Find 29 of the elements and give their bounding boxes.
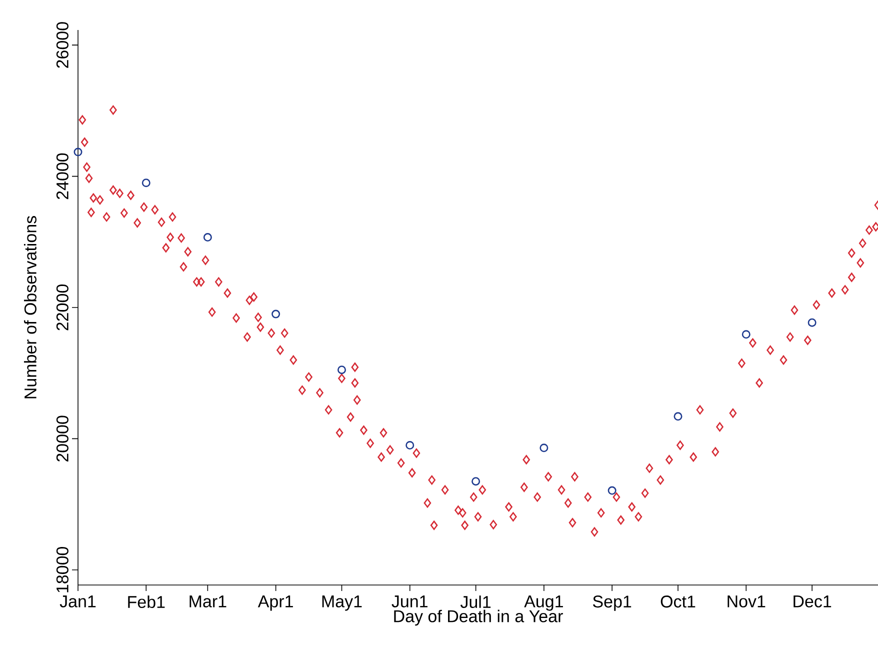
- x-tick-label: Sep1: [592, 596, 632, 611]
- x-tick-label: Jun1: [392, 596, 428, 608]
- point: [406, 441, 414, 450]
- y-tick-label: 22000: [56, 284, 68, 330]
- point: [808, 318, 816, 327]
- y-tick-label: 18000: [56, 546, 68, 592]
- y-axis-title: Number of Observations: [24, 216, 36, 398]
- x-tick-label: May1: [322, 596, 362, 611]
- point: [608, 486, 616, 495]
- x-tick-label: Aug1: [524, 596, 563, 611]
- x-tick-label: Jul1: [460, 596, 491, 608]
- x-tick-label: Feb1: [128, 596, 165, 608]
- point: [540, 444, 548, 452]
- point: [472, 477, 480, 486]
- x-tick-label: Apr1: [258, 596, 293, 611]
- point: [674, 412, 682, 421]
- x-tick-label: Jan1: [60, 596, 96, 608]
- y-tick-label: 20000: [56, 416, 68, 462]
- y-tick-label: 24000: [56, 153, 68, 200]
- x-tick-label: Oct1: [660, 596, 696, 608]
- point: [337, 366, 346, 374]
- point: [742, 330, 750, 339]
- x-tick-label: Nov1: [728, 596, 766, 608]
- x-axis-title: Day of Death in a Year: [394, 610, 563, 626]
- y-tick-label: 26000: [56, 22, 68, 68]
- point: [203, 233, 212, 242]
- x-tick-label: Dec1: [794, 596, 832, 608]
- point: [272, 310, 280, 318]
- x-tick-label: Mar1: [190, 596, 226, 608]
